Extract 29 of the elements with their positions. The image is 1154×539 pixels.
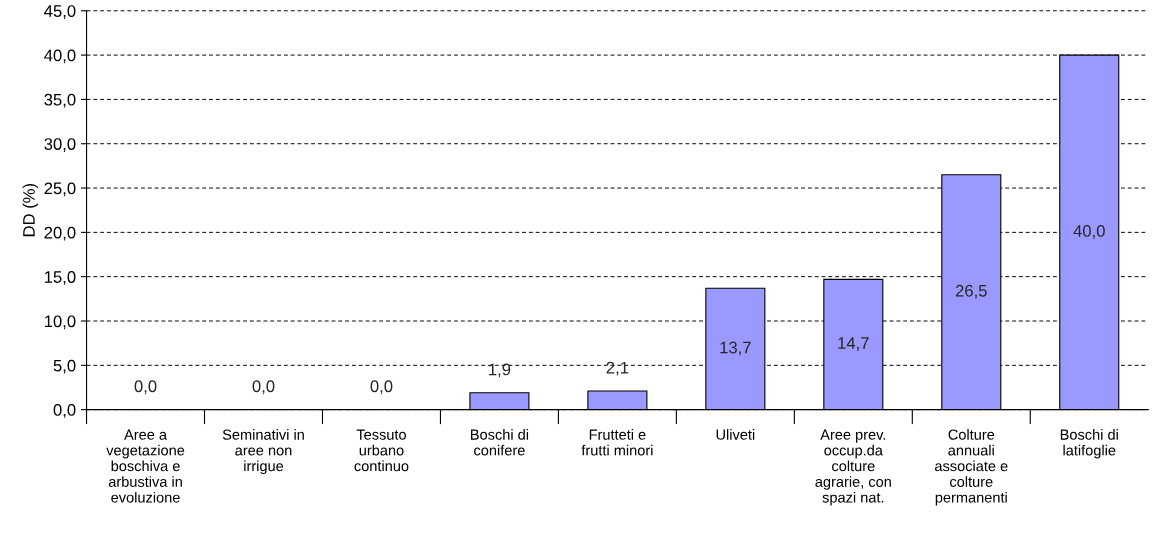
data-label: 40,0 <box>1073 225 1105 239</box>
x-tick-label: Seminativi in aree non irrigue <box>222 429 304 475</box>
data-label: 0,0 <box>134 380 157 395</box>
data-label: 14,7 <box>838 337 869 351</box>
data-label: 0,0 <box>252 380 275 395</box>
y-tick-label: 10,0 <box>44 315 76 330</box>
data-label: 13,7 <box>720 341 751 356</box>
data-label: 26,5 <box>955 284 987 299</box>
y-tick-label: 35,0 <box>44 93 76 108</box>
y-tick-label: 0,0 <box>53 404 76 418</box>
y-tick-label: 15,0 <box>44 271 76 285</box>
data-label: 1,9 <box>489 363 511 378</box>
data-label: 0,0 <box>370 380 393 395</box>
y-tick-label: 45,0 <box>44 5 76 19</box>
x-tick-label: Boschi di latifoglie <box>1060 429 1118 459</box>
x-tick-label: Aree a vegetazione boschiva e arbustiva in evoluzione <box>106 429 185 503</box>
x-tick-label: Boschi di conifere <box>471 429 529 456</box>
y-tick-label: 30,0 <box>44 138 76 152</box>
y-tick-label: 20,0 <box>44 226 76 241</box>
x-tick-label: Aree prev. occup.da colture agrarie, con spazi nat. <box>815 429 891 506</box>
data-label: 2,1 <box>606 361 629 376</box>
y-tick-label: 25,0 <box>44 182 76 197</box>
x-tick-label: Tessuto urbano continuo <box>354 429 409 472</box>
x-tick-label: Colture annuali associate e colture permanenti <box>935 429 1008 506</box>
y-tick-label: 40,0 <box>44 49 76 64</box>
x-tick-label: Uliveti <box>716 429 755 440</box>
y-axis-title: DD (%) <box>22 183 39 237</box>
y-tick-label: 5,0 <box>53 359 76 374</box>
x-tick-label: Frutteti e frutti minori <box>581 429 653 456</box>
